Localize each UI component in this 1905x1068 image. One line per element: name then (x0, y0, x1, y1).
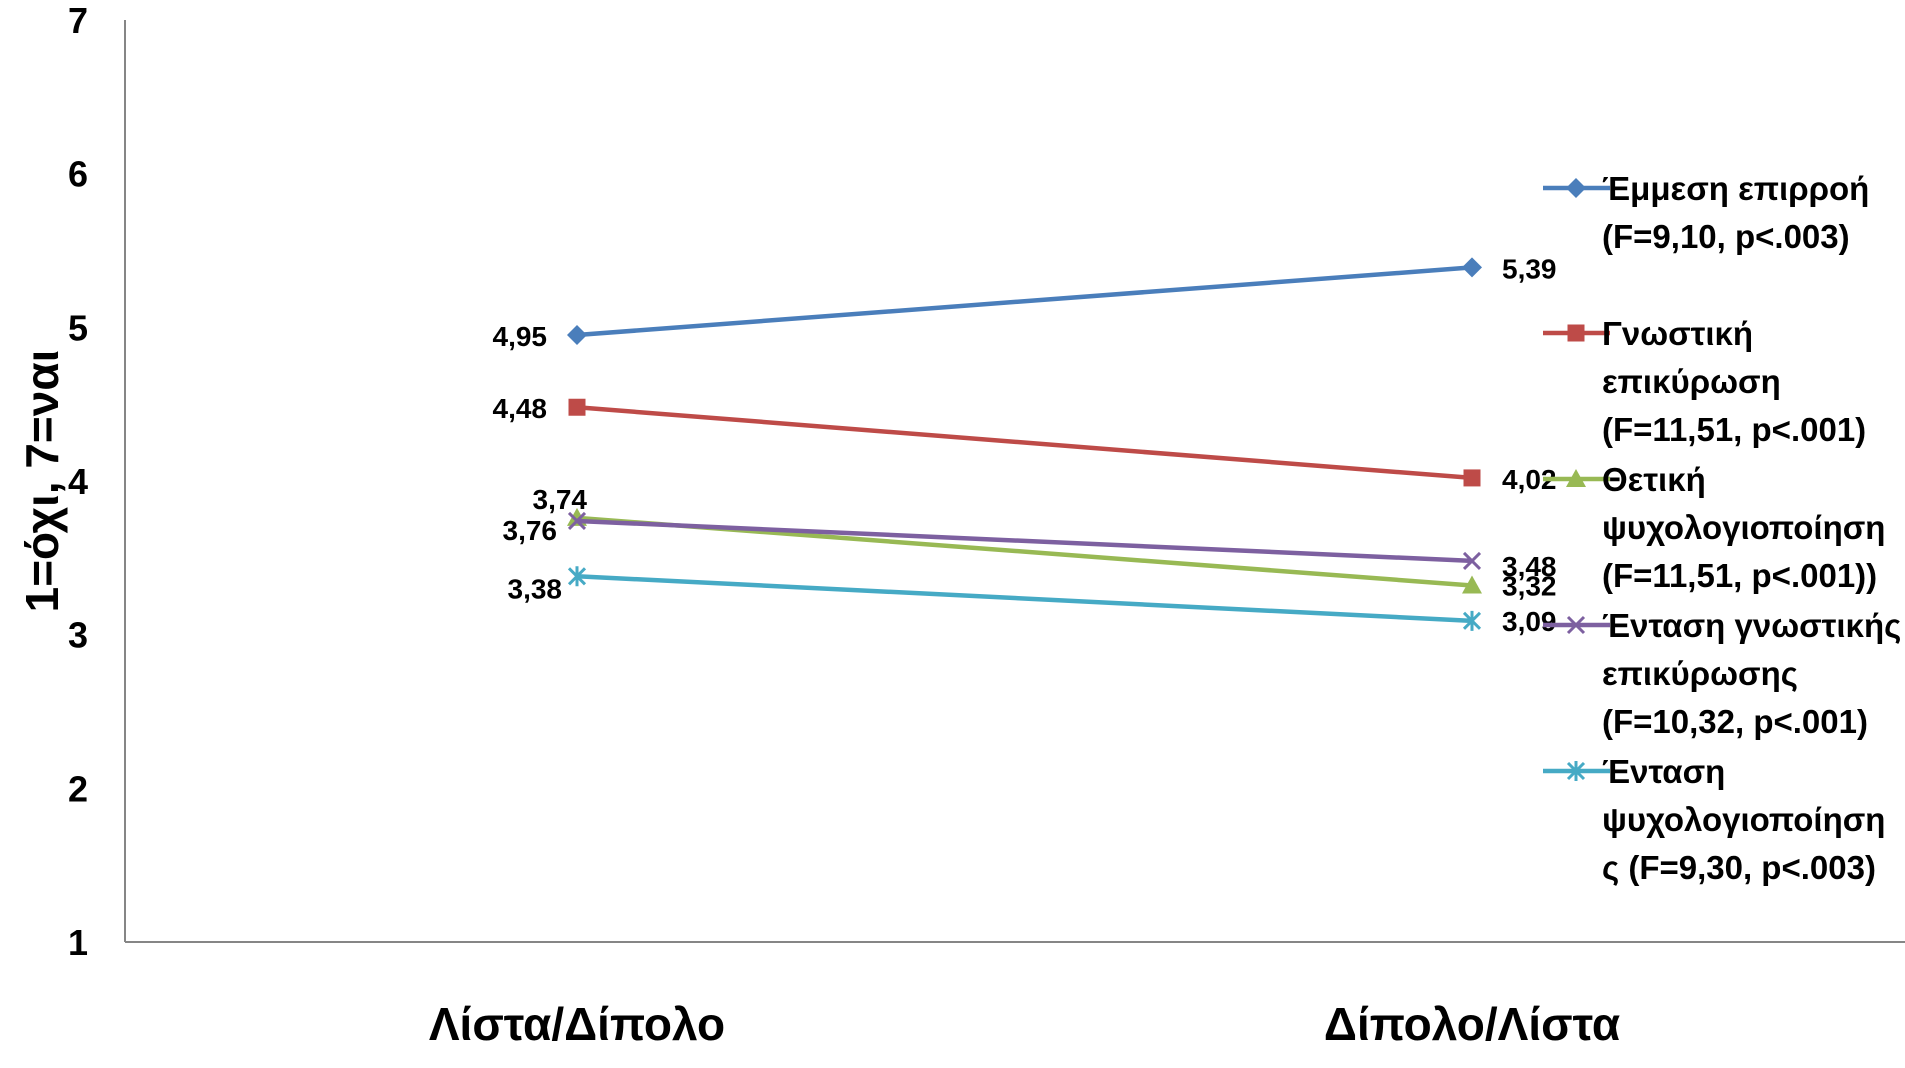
legend-item: Θετική ψυχολογιοποίηση (F=11,51, p<.001)) (1543, 461, 1885, 594)
series-line (576, 404, 1473, 481)
legend-marker (1567, 324, 1585, 342)
data-label: 4,95 (493, 321, 548, 352)
y-tick-label: 5 (68, 307, 88, 348)
x-category-labels: Λίστα/Δίπολο Δίπολο/Λίστα (429, 998, 1620, 1050)
data-point (1462, 575, 1482, 594)
legend-label: Ένταση γνωστικής (1602, 607, 1901, 644)
legend-marker (1566, 761, 1586, 781)
data-label: 5,39 (1502, 253, 1557, 284)
legend-marker (1566, 615, 1586, 635)
legend-item: Γνωστική επικύρωση (F=11,51, p<.001) (1543, 315, 1866, 448)
legend-label: επικύρωσης (1602, 655, 1798, 692)
series-4: 3,74 3,48 (533, 484, 1557, 582)
legend-item: Ένταση ψυχολογιοποίηση ς (F=9,30, p<.003) (1543, 753, 1885, 886)
legend-label: (F=11,51, p<.001) (1602, 411, 1866, 448)
series-5: 3,38 3,09 (508, 566, 1557, 637)
data-point (567, 566, 587, 587)
data-point (567, 511, 587, 531)
legend-label: (F=10,32, p<.001) (1602, 703, 1868, 740)
legend-marker (1566, 469, 1586, 487)
series-2: 4,484,02 (493, 393, 1557, 495)
legend-item: Ένταση γνωστικής επικύρωσης (F=10,32, p<.0… (1543, 607, 1901, 740)
series-line (576, 574, 1473, 624)
legend-label: Έμμεση επιρροή (1602, 170, 1869, 207)
legend-label: ς (F=9,30, p<.003) (1602, 849, 1876, 886)
legend-label: (F=11,51, p<.001)) (1602, 557, 1877, 594)
series-layer: 4,95 5,39 4,484,02 3,76 3,32 3,74 3,48 3,38 3,09 (493, 253, 1557, 636)
data-label: 3,76 (503, 515, 558, 546)
legend-item: Έμμεση επιρροή (F=9,10, p<.003) (1543, 170, 1869, 255)
series-line (576, 518, 1473, 564)
y-tick-label: 3 (68, 615, 88, 656)
data-label: 3,32 (1502, 570, 1557, 601)
data-label: 3,48 (1502, 551, 1557, 582)
data-point (1462, 610, 1482, 631)
y-tick-label: 4 (68, 461, 88, 502)
legend-label: Ένταση (1602, 753, 1725, 790)
legend-label: (F=9,10, p<.003) (1602, 218, 1850, 255)
data-point (1462, 551, 1482, 570)
series-3: 3,76 3,32 (503, 507, 1557, 601)
legend-label: ψυχολογιοποίηση (1602, 801, 1885, 838)
data-label: 3,74 (533, 484, 588, 515)
legend-label: επικύρωση (1602, 363, 1781, 400)
y-axis-title: 1=όχι, 7=ναι (16, 350, 68, 613)
data-label: 3,09 (1502, 606, 1557, 637)
data-point (567, 325, 587, 346)
legend: Έμμεση επιρροή (F=9,10, p<.003) Γνωστική επ… (1543, 170, 1901, 886)
y-tick-label: 2 (68, 768, 88, 809)
x-category-label: Λίστα/Δίπολο (429, 998, 725, 1050)
legend-label: Γνωστική (1602, 315, 1753, 352)
legend-label: ψυχολογιοποίηση (1602, 509, 1885, 546)
data-point (1462, 257, 1482, 278)
y-tick-label: 7 (68, 0, 88, 41)
data-label: 4,48 (493, 393, 548, 424)
y-tick-label: 1 (68, 922, 88, 963)
legend-marker (1566, 178, 1586, 198)
y-tick-label: 6 (68, 154, 88, 195)
series-line (576, 265, 1473, 338)
y-tick-labels: 1 2 3 4 5 6 7 (68, 0, 88, 963)
legend-label: Θετική (1602, 461, 1706, 498)
data-label: 3,38 (508, 573, 563, 604)
data-point (1463, 469, 1481, 487)
x-category-label: Δίπολο/Λίστα (1324, 998, 1620, 1050)
series-1: 4,95 5,39 (493, 253, 1557, 352)
data-point (568, 398, 586, 416)
